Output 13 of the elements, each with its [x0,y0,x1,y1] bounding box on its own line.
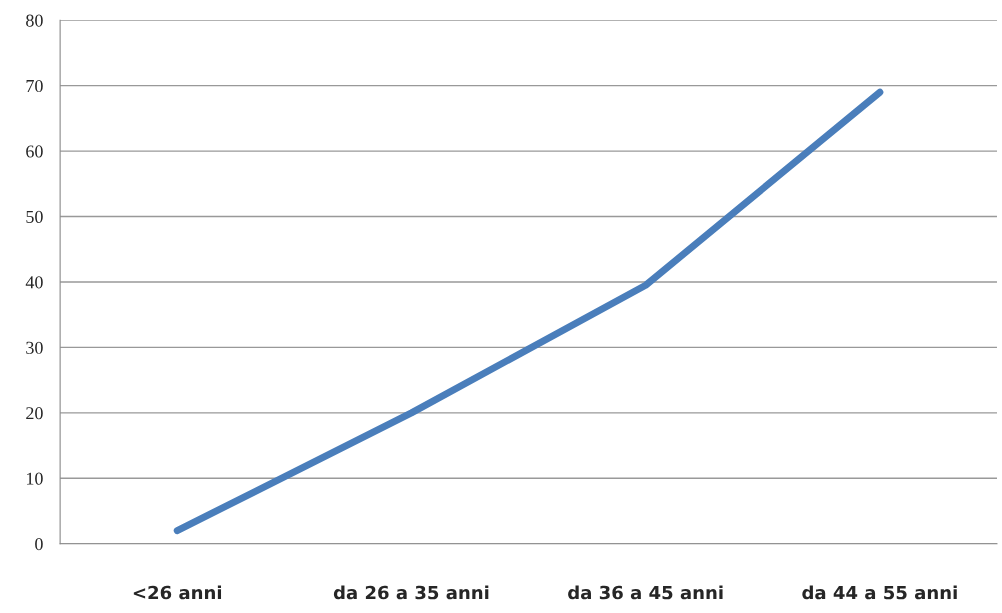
y-tick-label: 50 [26,210,43,223]
x-tick-label: da 44 a 55 anni [802,585,957,600]
y-tick-label: 70 [26,79,43,93]
y-tick-label: 20 [26,407,43,420]
y-tick-label: 30 [26,341,43,354]
x-tick-label: <26 anni [133,585,222,600]
y-tick-label: 40 [25,276,43,289]
y-tick-label: 0 [35,537,43,551]
x-tick-label: da 26 a 35 anni [333,585,489,600]
x-tick-label: da 36 a 45 anni [568,585,723,600]
y-tick-label: 10 [26,472,43,485]
y-tick-label: 60 [26,145,43,158]
y-tick-label: 80 [26,14,43,27]
